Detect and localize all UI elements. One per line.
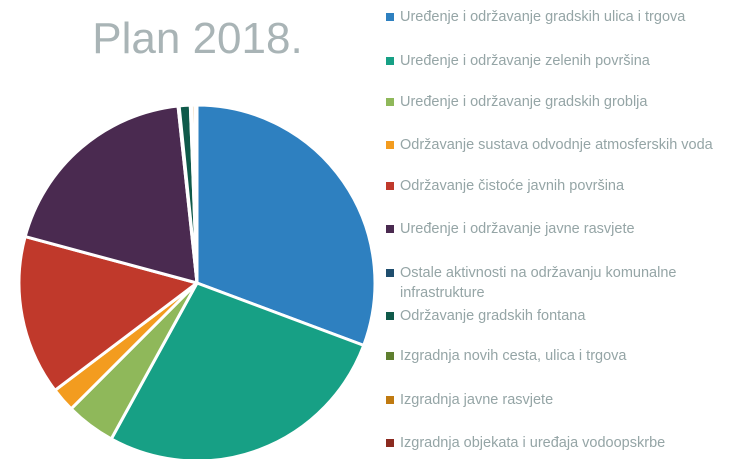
legend-label: Održavanje čistoće javnih površina (400, 178, 625, 194)
legend-label: Uređenje i održavanje gradskih groblja (400, 94, 648, 110)
legend-swatch (386, 57, 394, 65)
legend-item: Izgradnja novih cesta, ulica i trgova (386, 346, 736, 366)
legend-swatch (386, 269, 394, 277)
legend-label: Ostale aktivnosti na održavanju komunaln… (400, 265, 677, 301)
legend-swatch (386, 225, 394, 233)
legend-swatch (386, 439, 394, 447)
legend-item: Ostale aktivnosti na održavanju komunaln… (386, 263, 736, 303)
legend-label: Uređenje i održavanje zelenih površina (400, 53, 650, 69)
legend-label: Održavanje sustava odvodnje atmosferskih… (400, 137, 713, 153)
legend-item: Održavanje sustava odvodnje atmosferskih… (386, 135, 736, 155)
legend-swatch (386, 13, 394, 21)
legend-item: Uređenje i održavanje javne rasvjete (386, 219, 736, 239)
legend-swatch (386, 98, 394, 106)
legend-swatch (386, 352, 394, 360)
legend-label: Izgradnja javne rasvjete (400, 392, 554, 408)
legend-item: Održavanje čistoće javnih površina (386, 176, 736, 196)
legend-item: Uređenje i održavanje zelenih površina (386, 51, 736, 71)
pie-slice (17, 235, 199, 392)
legend-swatch (386, 396, 394, 404)
pie-slice (195, 103, 377, 347)
legend-label: Uređenje i održavanje gradskih ulica i t… (400, 9, 686, 25)
legend-swatch (386, 182, 394, 190)
legend-swatch (386, 312, 394, 320)
legend-item: Uređenje i održavanje gradskih ulica i t… (386, 7, 736, 27)
legend-label: Održavanje gradskih fontana (400, 308, 586, 324)
legend-item: Održavanje gradskih fontana (386, 306, 736, 326)
pie-slice (193, 103, 199, 285)
legend-item: Izgradnja objekata i uređaja vodoopskrbe (386, 433, 736, 453)
legend-label: Izgradnja novih cesta, ulica i trgova (400, 348, 627, 364)
legend-label: Izgradnja objekata i uređaja vodoopskrbe (400, 435, 666, 451)
pie-slice (23, 104, 199, 285)
legend-item: Izgradnja javne rasvjete (386, 390, 736, 410)
legend-swatch (386, 141, 394, 149)
legend-label: Uređenje i održavanje javne rasvjete (400, 221, 635, 237)
chart-title: Plan 2018. (92, 14, 303, 63)
legend-item: Uređenje i održavanje gradskih groblja (386, 92, 736, 112)
